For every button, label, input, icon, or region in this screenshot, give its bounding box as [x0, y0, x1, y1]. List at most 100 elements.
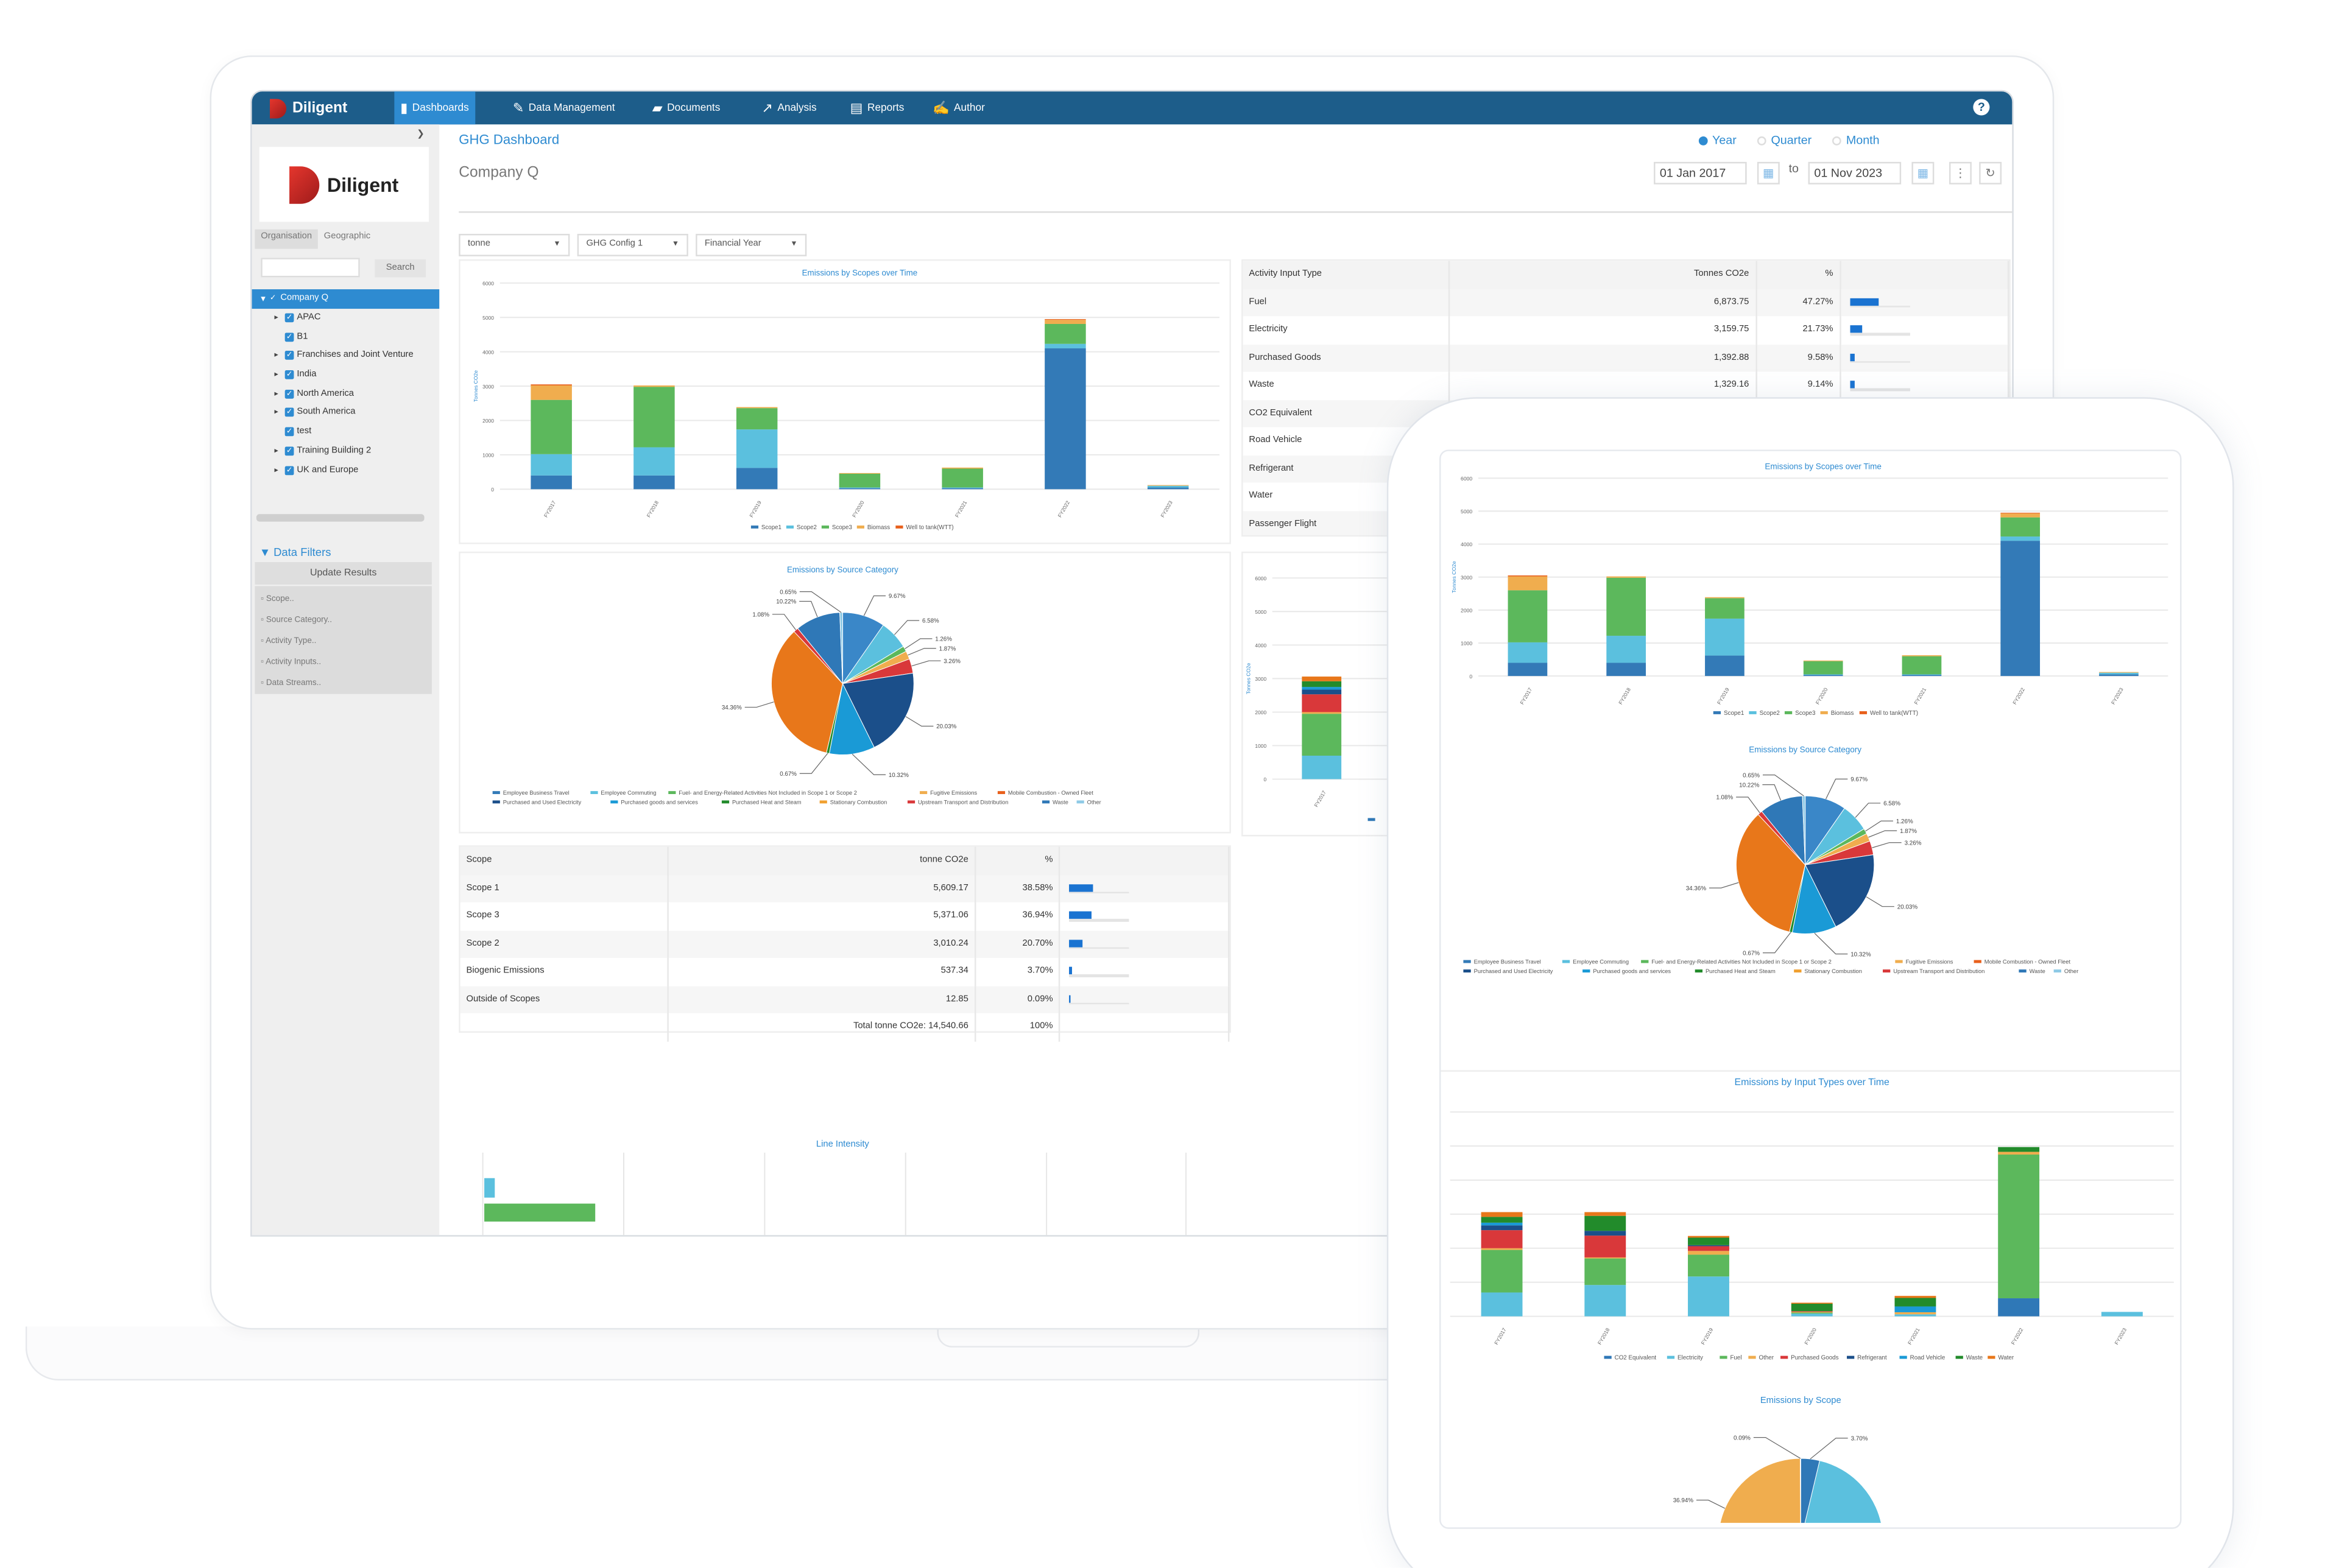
bar-segment-scope1 — [2099, 674, 2139, 677]
unit-select[interactable]: tonne ▼ — [459, 233, 570, 256]
tab-organisation[interactable]: Organisation — [255, 229, 318, 249]
pie-leader-line — [1762, 784, 1782, 801]
tree-node[interactable]: ▸ ✓ India — [252, 365, 440, 384]
checkbox-checked-icon[interactable]: ✓ — [284, 446, 294, 455]
legend-swatch — [1042, 800, 1050, 804]
expand-caret-icon[interactable]: ▸ — [274, 313, 278, 323]
checkbox-checked-icon[interactable]: ✓ — [284, 332, 294, 342]
checkbox-checked-icon[interactable]: ✓ — [284, 370, 294, 379]
checkbox-checked-icon[interactable]: ✓ — [284, 465, 294, 475]
config-select[interactable]: GHG Config 1 ▼ — [577, 233, 688, 256]
search-button[interactable]: Search — [375, 259, 426, 278]
tree-node[interactable]: ✓ B1 — [252, 328, 440, 346]
expand-caret-icon[interactable]: ▸ — [274, 389, 278, 399]
checkbox-checked-icon[interactable]: ✓ — [284, 408, 294, 418]
filter-item[interactable]: ▫ Source Category.. — [261, 616, 332, 625]
legend-swatch — [1695, 969, 1703, 973]
tab-analysis[interactable]: ↗ Analysis — [756, 91, 823, 124]
collapse-sidebar-icon[interactable]: ❯ — [417, 130, 425, 139]
expand-caret-icon[interactable]: ▸ — [274, 370, 278, 379]
tree-search-input[interactable] — [261, 258, 360, 278]
bar-segment-scope3 — [633, 387, 675, 448]
table-row[interactable]: Purchased Goods 1,392.88 9.58% — [1243, 343, 2009, 372]
tab-reports[interactable]: ▤ Reports — [844, 91, 910, 124]
pie-data-label: 0.09% — [1734, 1435, 1751, 1441]
tree-node[interactable]: ▸ ✓ APAC — [252, 308, 440, 327]
bar-segment-waste — [1894, 1298, 1936, 1307]
more-options-icon[interactable]: ⋮ — [1949, 161, 1972, 185]
nav-brand[interactable]: Diligent — [270, 96, 347, 120]
filter-item[interactable]: ▫ Data Streams.. — [261, 679, 322, 688]
legend-label: Other — [1087, 800, 1101, 806]
tab-documents[interactable]: ▰ Documents — [646, 91, 726, 124]
checkbox-checked-icon[interactable]: ✓ — [284, 313, 294, 323]
date-to-input[interactable]: 01 Nov 2023 — [1808, 161, 1902, 185]
filter-item[interactable]: ▫ Activity Type.. — [261, 637, 317, 646]
expand-caret-icon[interactable]: ▸ — [274, 351, 278, 360]
tab-author[interactable]: ✍ Author — [926, 91, 990, 124]
checkbox-checked-icon[interactable]: ✓ — [284, 389, 294, 399]
row-value: 6,873.75 — [1449, 288, 1757, 317]
expand-caret-icon[interactable]: ▸ — [274, 465, 278, 475]
table-row[interactable]: Waste 1,329.16 9.14% — [1243, 371, 2009, 399]
help-icon[interactable]: ? — [1973, 99, 1990, 116]
pie-leader-line — [911, 660, 941, 667]
x-tick-label: FY2022 — [1057, 499, 1071, 518]
table-row[interactable]: Scope 2 3,010.24 20.70% — [460, 930, 1230, 958]
collapse-caret-icon[interactable]: ▾ — [261, 295, 266, 304]
x-tick-label: FY2020 — [1803, 1327, 1818, 1346]
filter-item[interactable]: ▫ Scope.. — [261, 595, 294, 604]
pie-data-label: 9.67% — [1850, 776, 1868, 783]
tab-data-management[interactable]: ✎ Data Management — [507, 91, 621, 124]
bar-segment-refrigerant — [1302, 689, 1342, 695]
radio-month[interactable]: Month — [1832, 133, 1880, 147]
checkbox-checked-icon[interactable]: ✓ — [284, 351, 294, 360]
tab-label: Author — [954, 102, 985, 113]
radio-quarter[interactable]: Quarter — [1757, 133, 1812, 147]
legend-label: Purchased goods and services — [1593, 968, 1671, 974]
bar-segment-scope2 — [633, 447, 675, 476]
pie-leader-line — [1855, 803, 1881, 818]
tree-node[interactable]: ▸ ✓ South America — [252, 403, 440, 422]
bar-track — [1849, 360, 1910, 363]
calendar-icon[interactable]: ▦ — [1911, 161, 1935, 185]
tab-geographic[interactable]: Geographic — [323, 232, 371, 242]
legend-swatch — [819, 800, 827, 804]
pie-data-label: 1.87% — [939, 645, 956, 652]
table-row[interactable]: Scope 3 5,371.06 36.94% — [460, 902, 1230, 930]
checkbox-checked-icon[interactable]: ✓ — [284, 427, 294, 437]
tab-label: Dashboards — [412, 102, 469, 113]
y-tick-label: 0 — [1263, 776, 1266, 782]
calendar-icon[interactable]: ▦ — [1757, 161, 1780, 185]
tree-node[interactable]: ▸ ✓ UK and Europe — [252, 460, 440, 479]
tab-dashboards[interactable]: ▮ Dashboards — [394, 91, 475, 125]
pie-leader-line — [1810, 1438, 1848, 1460]
bar-segment-scope1 — [2000, 541, 2041, 677]
row-name: Scope 1 — [460, 874, 669, 902]
refresh-icon[interactable]: ↻ — [1979, 161, 2002, 185]
tree-horizontal-scrollbar[interactable] — [256, 514, 425, 522]
filter-item[interactable]: ▫ Activity Inputs.. — [261, 658, 322, 667]
expand-caret-icon[interactable]: ▸ — [274, 446, 278, 455]
tree-node[interactable]: ✓ test — [252, 423, 440, 441]
expand-caret-icon[interactable]: ▸ — [274, 408, 278, 418]
table-row[interactable]: Scope 1 5,609.17 38.58% — [460, 874, 1230, 902]
table-row[interactable]: Electricity 3,159.75 21.73% — [1243, 316, 2009, 344]
table-row[interactable]: Biogenic Emissions 537.34 3.70% — [460, 957, 1230, 986]
y-tick-label: 0 — [1469, 673, 1472, 680]
radio-year[interactable]: Year — [1698, 133, 1737, 147]
tree-node[interactable]: ▸ ✓ Franchises and Joint Venture — [252, 346, 440, 365]
bar-segment-fuel — [1791, 1312, 1833, 1314]
legend-label: Well to tank(WTT) — [906, 524, 953, 531]
update-results-button[interactable]: Update Results — [255, 562, 432, 585]
checkbox-checked-icon[interactable]: ✓ — [268, 294, 278, 304]
date-from-input[interactable]: 01 Jan 2017 — [1654, 161, 1747, 185]
company-name: Company Q — [459, 164, 539, 181]
table-row[interactable]: Fuel 6,873.75 47.27% — [1243, 288, 2009, 317]
year-type-select[interactable]: Financial Year ▼ — [696, 233, 807, 256]
tree-node[interactable]: ▾ ✓ Company Q — [252, 289, 440, 309]
table-row[interactable]: Outside of Scopes 12.85 0.09% — [460, 985, 1230, 1013]
tree-node[interactable]: ▸ ✓ North America — [252, 384, 440, 403]
tree-node[interactable]: ▸ ✓ Training Building 2 — [252, 441, 440, 460]
legend-label: Purchased Goods — [1791, 1355, 1838, 1362]
